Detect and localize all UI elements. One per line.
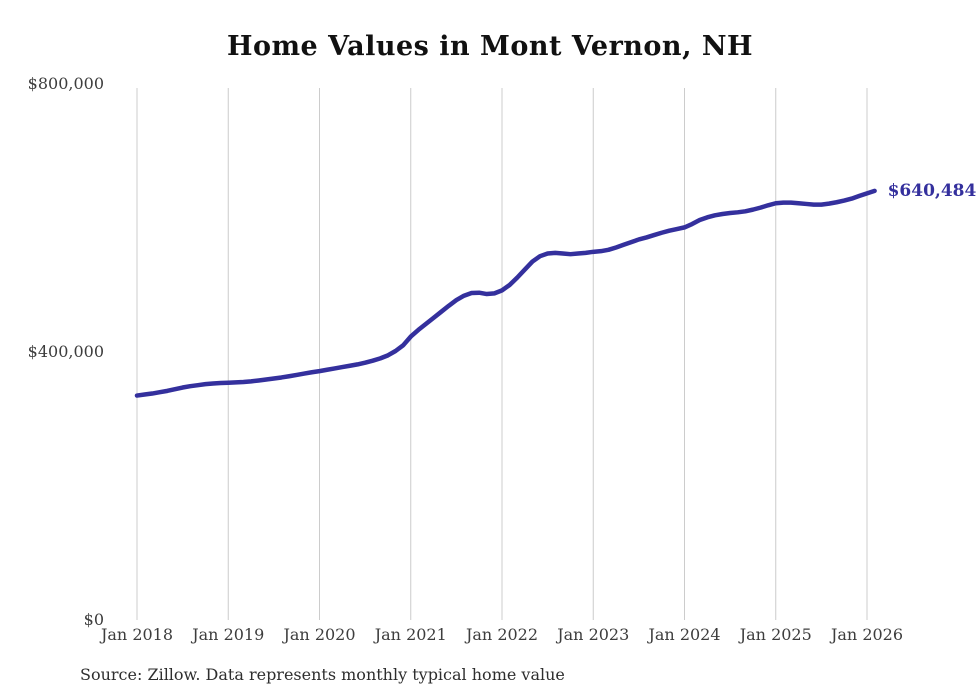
y-tick-label: $400,000: [27, 342, 104, 361]
x-tick-label: Jan 2022: [465, 625, 539, 644]
chart-title: Home Values in Mont Vernon, NH: [226, 31, 754, 62]
x-tick-label: Jan 2026: [830, 625, 904, 644]
home-value-line: [134, 188, 877, 398]
x-tick-label: Jan 2025: [739, 625, 812, 644]
x-tick-label: Jan 2019: [192, 625, 265, 644]
x-tick-label: Jan 2018: [100, 625, 174, 644]
x-tick-label: Jan 2023: [557, 625, 630, 644]
x-tick-label: Jan 2020: [283, 625, 356, 644]
y-tick-label: $0: [83, 610, 104, 629]
y-tick-label: $800,000: [27, 74, 104, 93]
x-tick-label: Jan 2021: [374, 625, 447, 644]
source-note: Source: Zillow. Data represents monthly …: [80, 665, 565, 684]
x-tick-label: Jan 2024: [648, 625, 721, 644]
latest-value-label: $640,484: [887, 180, 977, 201]
